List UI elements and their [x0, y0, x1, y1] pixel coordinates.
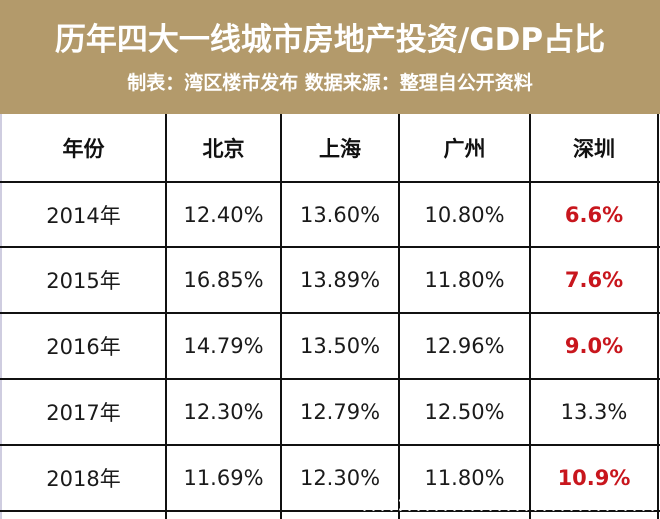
cell-shenzhen: 9.0% — [564, 334, 624, 358]
cell-beijing: 16.85% — [183, 268, 264, 292]
cell-year: 2018年 — [46, 467, 121, 491]
cell-shenzhen: 7.6% — [564, 268, 624, 292]
cell-year: 2015年 — [46, 269, 121, 293]
table-right-border — [657, 114, 659, 519]
cell-beijing: 12.30% — [183, 400, 264, 424]
header-beijing: 北京 — [202, 136, 245, 161]
header-shenzhen: 深圳 — [573, 136, 615, 161]
data-table: 年份 北京 上海 广州 深圳 2014年 12.40% 13.60% 10.80… — [0, 114, 660, 519]
column-divider — [165, 114, 167, 519]
page-subtitle: 制表：湾区楼市发布 数据来源：整理自公开资料 — [127, 72, 533, 94]
title-banner: 历年四大一线城市房地产投资/GDP占比 制表：湾区楼市发布 数据来源：整理自公开… — [0, 0, 660, 114]
cell-beijing: 11.69% — [183, 466, 264, 490]
page-title: 历年四大一线城市房地产投资/GDP占比 — [54, 22, 606, 58]
cell-year: 2016年 — [46, 335, 121, 359]
header-guangzhou: 广州 — [443, 136, 486, 161]
cell-shanghai: 13.50% — [299, 334, 381, 358]
cell-beijing: 14.79% — [183, 334, 264, 358]
cell-guangzhou: 11.80% — [424, 268, 505, 292]
cell-shanghai: 12.79% — [299, 400, 381, 424]
cell-shanghai: 12.30% — [299, 466, 381, 490]
cell-shenzhen: 10.9% — [557, 466, 631, 490]
cell-shenzhen: 6.6% — [564, 202, 624, 227]
left-border — [0, 114, 2, 519]
cell-guangzhou: 12.50% — [424, 400, 505, 424]
cell-shenzhen: 13.3% — [560, 400, 628, 424]
row-divider — [0, 444, 660, 446]
cell-year: 2017年 — [46, 401, 121, 425]
cell-beijing: 12.40% — [183, 202, 264, 227]
row-divider — [0, 181, 660, 183]
column-divider — [398, 114, 400, 519]
header-year: 年份 — [62, 136, 105, 161]
row-divider — [0, 510, 660, 512]
cell-shanghai: 13.89% — [299, 268, 381, 292]
row-divider — [0, 378, 660, 380]
column-divider — [280, 114, 282, 519]
cell-guangzhou: 11.80% — [424, 466, 505, 490]
row-divider — [0, 246, 660, 248]
header-shanghai: 上海 — [319, 136, 361, 161]
row-divider — [0, 312, 660, 314]
cell-shanghai: 13.60% — [299, 202, 381, 227]
cell-guangzhou: 12.96% — [424, 334, 505, 358]
cell-guangzhou: 10.80% — [424, 202, 505, 227]
cell-year: 2014年 — [46, 203, 121, 228]
column-divider — [529, 114, 531, 519]
